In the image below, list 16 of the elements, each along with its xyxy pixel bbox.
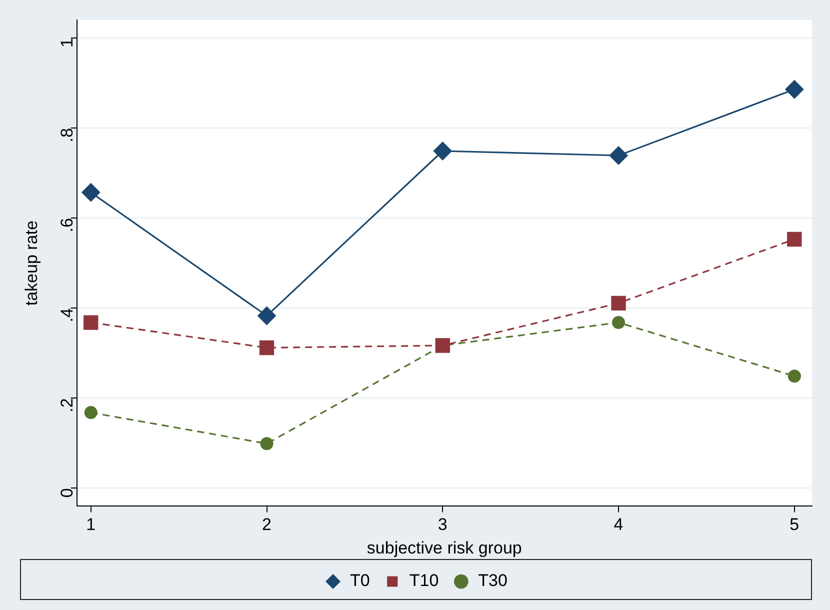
- y-tick-label: 0: [57, 488, 76, 498]
- y-axis-title: takeup rate: [22, 220, 41, 306]
- y-tick-label: .6: [57, 218, 76, 232]
- y-tick-label: 1: [57, 38, 76, 48]
- y-tick-label: .8: [57, 128, 76, 142]
- legend-label: T30: [478, 571, 508, 590]
- y-tick-label: .4: [57, 308, 76, 322]
- x-tick-label: 5: [790, 515, 800, 534]
- y-tick-label: .2: [57, 398, 76, 412]
- legend-label: T10: [409, 571, 439, 590]
- x-tick-label: 3: [438, 515, 448, 534]
- x-tick-label: 1: [86, 515, 96, 534]
- x-axis-title: subjective risk group: [366, 538, 522, 558]
- x-tick-label: 2: [262, 515, 272, 534]
- legend-label: T0: [350, 571, 370, 590]
- x-tick-label: 4: [614, 515, 624, 534]
